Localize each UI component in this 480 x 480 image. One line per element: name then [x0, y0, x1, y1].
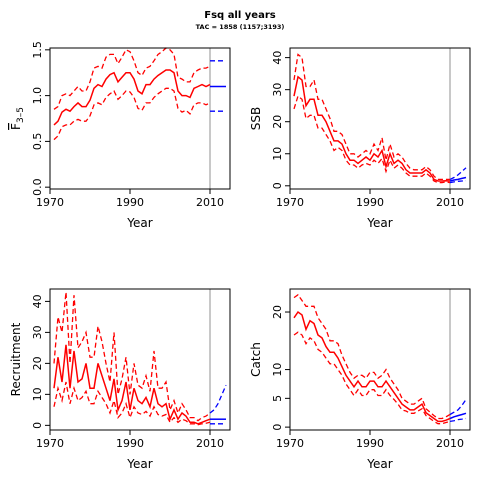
x-axis-label: Year [126, 457, 152, 471]
forecast-upper-line [449, 399, 467, 416]
x-tick-label: 1990 [116, 437, 144, 450]
y-axis-label-main: F [9, 123, 23, 130]
x-tick-label: 1970 [276, 437, 304, 450]
x-tick-label: 1970 [36, 437, 64, 450]
forecast-upper-line [209, 384, 227, 414]
y-tick-label: 40 [31, 294, 44, 308]
plot-frame [49, 288, 231, 431]
x-tick-label: 2010 [436, 196, 464, 209]
y-axis-label-subscript: 3–5 [16, 107, 26, 123]
y-tick-label: 20 [271, 305, 284, 319]
x-tick-label: 1990 [356, 196, 384, 209]
x-tick-label: 2010 [196, 437, 224, 450]
y-tick-label: 30 [31, 325, 44, 339]
series-upper-line [53, 47, 211, 110]
series-estimate-line [53, 344, 211, 425]
series-estimate-line [53, 69, 211, 126]
series-upper-line [53, 292, 211, 422]
x-tick-label: 1990 [116, 196, 144, 209]
series-lower-line [53, 381, 211, 426]
y-tick-label: 20 [31, 356, 44, 370]
x-axis-label: Year [366, 216, 392, 230]
y-tick-label: 0 [31, 422, 44, 429]
x-tick-label: 2010 [196, 196, 224, 209]
x-tick-label: 1970 [276, 196, 304, 209]
series-lower-line [293, 94, 451, 184]
forecast-upper-line [449, 167, 467, 180]
y-tick-label: 0.0 [31, 178, 44, 196]
y-tick-label: 0 [271, 424, 284, 431]
y-tick-label: 10 [31, 387, 44, 401]
panel-ssb: 1970 1990 2010 0 10 20 30 40 Year SSB [249, 47, 471, 230]
y-tick-label: 0.5 [31, 133, 44, 151]
y-tick-label: 1.5 [31, 41, 44, 59]
panel-recruitment: 1970 1990 2010 0 10 20 30 40 Year Recruitment [9, 288, 231, 471]
forecast-estimate-line [449, 412, 467, 420]
y-tick-label: 10 [271, 147, 284, 161]
series-lower-line [53, 87, 211, 141]
y-axis-label: F3–5 [9, 107, 26, 130]
x-tick-label: 1970 [36, 196, 64, 209]
x-axis-label: Year [366, 457, 392, 471]
y-axis-label: Recruitment [9, 322, 23, 396]
forecast-estimate-line [449, 176, 467, 182]
figure-subtitle: TAC = 1858 (1157;3193) [195, 23, 285, 31]
series-upper-line [293, 293, 451, 420]
y-tick-label: 20 [271, 115, 284, 129]
series-lower-line [293, 331, 451, 425]
series-estimate-line [293, 310, 451, 423]
plot-frame [49, 47, 231, 190]
x-tick-label: 2010 [436, 437, 464, 450]
series-upper-line [293, 53, 450, 181]
y-tick-label: 10 [271, 363, 284, 377]
panel-f: 1970 1990 2010 0.0 0.5 1.0 1.5 Year F3–5 [9, 41, 231, 230]
forecast-lower-line [449, 417, 467, 423]
forecast-lower-line [449, 180, 467, 184]
y-tick-label: 1.0 [31, 87, 44, 105]
x-tick-label: 1990 [356, 437, 384, 450]
x-axis-label: Year [126, 216, 152, 230]
plot-frame [289, 288, 471, 431]
panel-catch: 1970 1990 2010 0 5 10 20 Year Catch [249, 288, 471, 471]
plot-frame [289, 47, 471, 190]
y-tick-label: 5 [271, 395, 284, 402]
figure-title: Fsq all years [204, 10, 276, 21]
series-estimate-line [293, 75, 451, 182]
y-axis-label: Catch [249, 342, 263, 377]
y-axis-label: SSB [249, 107, 263, 130]
y-tick-label: 30 [271, 83, 284, 97]
y-tick-label: 0 [271, 182, 284, 189]
y-tick-label: 40 [271, 51, 284, 65]
